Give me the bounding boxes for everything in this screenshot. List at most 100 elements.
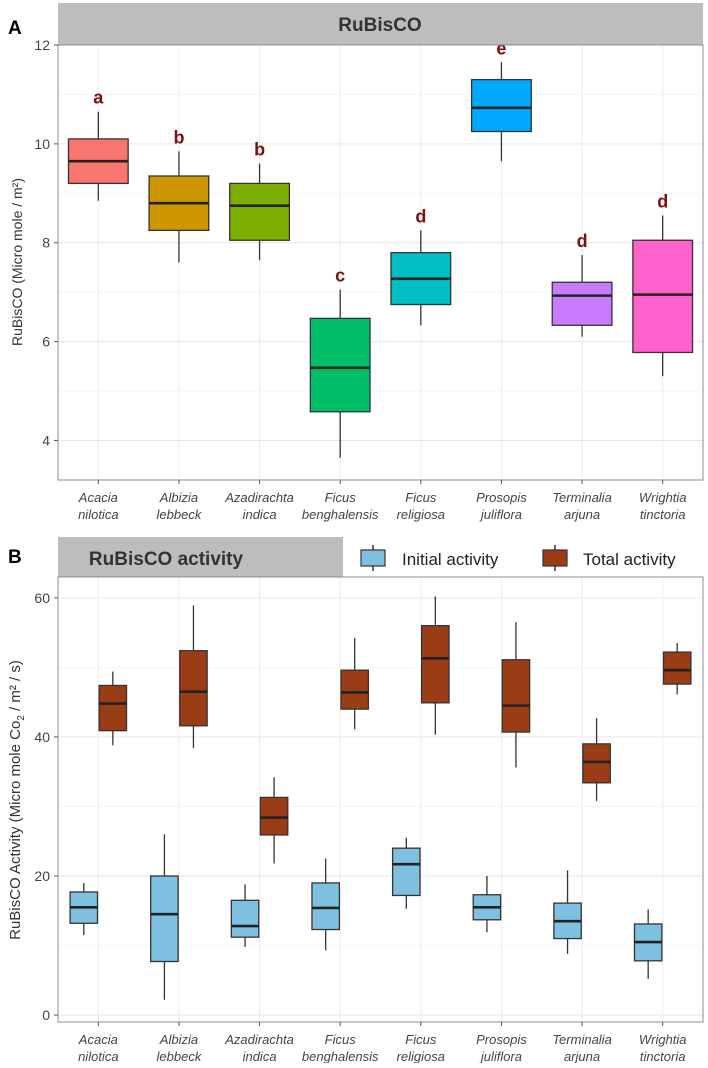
x-tick-label: Ficus: [325, 1032, 357, 1047]
box: [420, 625, 450, 704]
y-tick-label: 8: [42, 235, 50, 251]
x-tick-label: Ficus: [325, 490, 357, 505]
box: [259, 796, 289, 836]
panel-a: A RuBisCO a b b c d e d d 4 6 8 10 12 Acacia nilotic…: [8, 3, 704, 522]
box-plot: [150, 834, 179, 1000]
x-tick-label: tinctoria: [640, 507, 686, 522]
x-tick-label: Azadirachta: [224, 1032, 294, 1047]
significance-letter: d: [577, 231, 588, 251]
y-tick-label: 60: [34, 590, 50, 606]
panel-a-y-axis-label: RuBisCO (Micro mole / m²): [9, 178, 25, 346]
panel-b-legend: Initial activity Total activity: [360, 545, 676, 571]
y-tick-label: 40: [34, 729, 50, 745]
x-tick-label: Ficus: [405, 1032, 437, 1047]
panel-b-y-axis-label: RuBisCO Activity (Micro mole Co2 / m² / …: [7, 660, 27, 940]
box-plot: [179, 605, 208, 749]
y-tick-label: 12: [34, 37, 50, 53]
x-tick-label: arjuna: [564, 507, 600, 522]
panel-a-y-axis: 4 6 8 10 12: [34, 37, 58, 448]
y-tick-label: 10: [34, 136, 50, 152]
panel-b-title: RuBisCO activity: [89, 549, 244, 570]
panel-b-border: [57, 576, 704, 1023]
box-plot: [148, 151, 210, 263]
significance-letter: a: [93, 88, 104, 108]
x-tick-label: juliflora: [479, 1049, 522, 1063]
box-plot: [470, 62, 532, 162]
x-tick-label: lebbeck: [157, 507, 203, 522]
legend-label-total: Total activity: [583, 550, 676, 569]
legend-swatch-initial: [360, 549, 386, 567]
x-tick-label: Acacia: [78, 1032, 118, 1047]
y-tick-label: 4: [42, 432, 50, 448]
legend-swatch-total: [542, 549, 568, 567]
box: [311, 882, 341, 931]
panel-a-label: A: [8, 18, 22, 39]
box-plot: [67, 111, 129, 201]
box: [551, 281, 613, 326]
box-plot: [632, 215, 694, 377]
panel-a-plot-area: [58, 45, 703, 480]
panel-b: B RuBisCO activity Initial activity Tota…: [7, 537, 704, 1064]
x-tick-label: indica: [243, 1049, 277, 1063]
panel-a-border: [57, 44, 704, 481]
box-plot: [553, 870, 582, 954]
box-plot: [472, 875, 502, 933]
x-tick-label: benghalensis: [302, 507, 379, 522]
box: [340, 669, 370, 710]
box: [501, 659, 531, 733]
box-plot: [582, 718, 611, 801]
box: [179, 650, 208, 727]
box-plot: [390, 230, 452, 326]
panel-a-x-axis: Acacia nilotica Albizia lebbeck Azadirachta i…: [78, 480, 687, 522]
box-plot: [340, 638, 370, 730]
significance-letter: d: [415, 206, 426, 226]
box-plot: [501, 622, 531, 768]
box: [229, 182, 291, 241]
panel-a-title-strip: [58, 3, 703, 45]
x-tick-label: religiosa: [397, 1049, 445, 1063]
x-tick-label: arjuna: [564, 1049, 600, 1063]
box-plot: [69, 882, 99, 936]
panel-b-y-axis: 0 20 40 60: [34, 590, 58, 1023]
box: [150, 875, 179, 963]
x-tick-label: nilotica: [78, 1049, 118, 1063]
significance-letter: b: [173, 127, 184, 147]
panel-b-grid: [58, 577, 703, 1022]
legend-item-total: Total activity: [542, 545, 676, 571]
y-tick-label: 20: [34, 868, 50, 884]
x-tick-label: Terminalia: [552, 490, 612, 505]
panel-b-label: B: [8, 547, 22, 568]
y-tick-label: 0: [42, 1007, 50, 1023]
x-tick-label: Acacia: [78, 490, 118, 505]
box: [309, 317, 371, 413]
box-plot: [229, 163, 291, 261]
panel-b-boxes: [69, 596, 692, 1000]
box: [98, 684, 128, 732]
box-plot: [230, 884, 260, 947]
legend-label-initial: Initial activity: [402, 550, 499, 569]
box-plot: [391, 837, 421, 909]
x-tick-label: lebbeck: [157, 1049, 203, 1063]
box: [230, 899, 260, 938]
y-tick-label: 6: [42, 334, 50, 350]
x-tick-label: juliflora: [479, 507, 522, 522]
x-tick-label: Azadirachta: [224, 490, 294, 505]
x-tick-label: Wrightia: [639, 1032, 687, 1047]
x-tick-label: nilotica: [78, 507, 118, 522]
box-plot: [662, 643, 692, 695]
significance-letter: d: [657, 192, 668, 212]
x-tick-label: benghalensis: [302, 1049, 379, 1063]
box-plot: [551, 255, 613, 337]
panel-a-title: RuBisCO: [338, 15, 421, 36]
significance-letter: e: [496, 38, 506, 58]
x-tick-label: Wrightia: [639, 490, 687, 505]
x-tick-label: Prosopis: [476, 490, 527, 505]
box: [632, 239, 694, 354]
x-tick-label: Prosopis: [476, 1032, 527, 1047]
box: [582, 743, 611, 784]
x-tick-label: tinctoria: [640, 1049, 686, 1063]
box-plot: [311, 858, 341, 951]
panel-b-x-axis: Acacia nilotica Albizia lebbeck Azadirachta i…: [78, 1022, 687, 1064]
legend-item-initial: Initial activity: [360, 545, 499, 571]
